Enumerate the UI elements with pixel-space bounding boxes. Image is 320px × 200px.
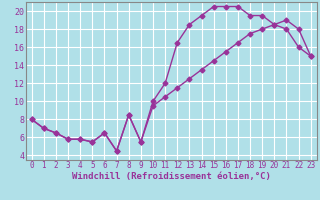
X-axis label: Windchill (Refroidissement éolien,°C): Windchill (Refroidissement éolien,°C) xyxy=(72,172,271,181)
